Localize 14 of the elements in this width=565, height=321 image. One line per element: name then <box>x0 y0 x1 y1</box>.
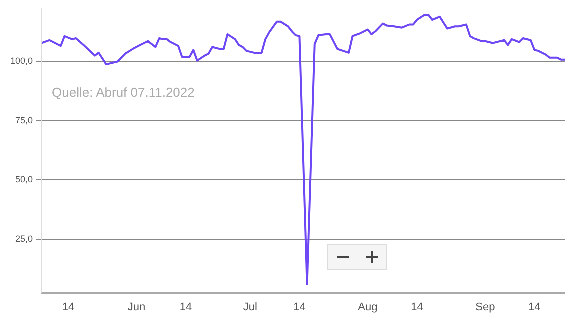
y-tick-label: 75,0 <box>15 115 33 126</box>
x-tick-label: 14 <box>62 301 75 314</box>
x-tick-label: 14 <box>294 301 306 314</box>
x-tick-label: 14 <box>180 301 192 314</box>
annotation: Quelle: Abruf 07.11.2022 <box>52 84 195 101</box>
x-tick-label: 14 <box>528 301 541 314</box>
x-tick-label: Jun <box>128 301 146 314</box>
y-tick-label: 100,0 <box>10 56 33 66</box>
x-tick-label: Jul <box>243 301 258 314</box>
x-tick-label: Sep <box>476 301 496 314</box>
y-tick-label: 25,0 <box>15 234 33 244</box>
y-tick-label: 50,0 <box>15 174 33 185</box>
x-tick-label: 14 <box>411 301 424 314</box>
x-tick-label: Aug <box>358 301 378 314</box>
